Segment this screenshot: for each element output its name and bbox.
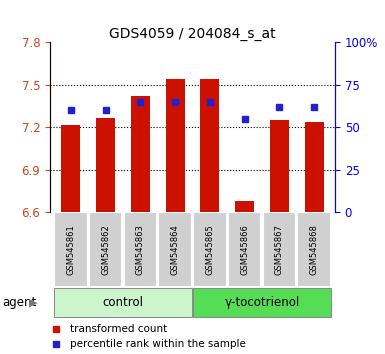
Bar — [193, 212, 226, 287]
Bar — [131, 96, 150, 212]
Bar — [263, 212, 296, 287]
Text: ▶: ▶ — [29, 298, 38, 308]
Text: GSM545868: GSM545868 — [310, 224, 319, 275]
Text: GSM545863: GSM545863 — [136, 224, 145, 275]
Bar — [200, 79, 219, 212]
Bar — [124, 212, 157, 287]
Bar — [54, 288, 192, 317]
Bar — [61, 125, 80, 212]
Text: GSM545861: GSM545861 — [66, 224, 75, 275]
Text: transformed count: transformed count — [70, 324, 167, 334]
Bar — [270, 120, 289, 212]
Text: GSM545865: GSM545865 — [205, 224, 214, 275]
Bar — [96, 118, 115, 212]
Bar — [54, 212, 87, 287]
Bar — [89, 212, 122, 287]
Title: GDS4059 / 204084_s_at: GDS4059 / 204084_s_at — [109, 28, 276, 41]
Text: GSM545866: GSM545866 — [240, 224, 249, 275]
Bar — [166, 79, 185, 212]
Bar — [228, 212, 261, 287]
Bar — [298, 212, 331, 287]
Text: GSM545862: GSM545862 — [101, 224, 110, 275]
Text: γ-tocotrienol: γ-tocotrienol — [224, 296, 300, 309]
Bar — [193, 288, 331, 317]
Text: GSM545867: GSM545867 — [275, 224, 284, 275]
Bar — [305, 122, 324, 212]
Text: agent: agent — [2, 296, 36, 309]
Text: control: control — [102, 296, 144, 309]
Bar — [235, 201, 254, 212]
Text: GSM545864: GSM545864 — [171, 224, 180, 275]
Text: percentile rank within the sample: percentile rank within the sample — [70, 339, 246, 349]
Bar — [159, 212, 192, 287]
